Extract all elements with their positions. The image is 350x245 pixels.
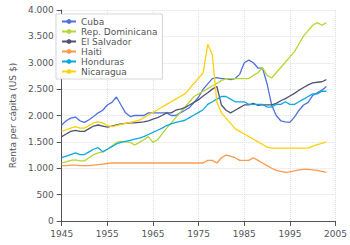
svg-text:Nicaragua: Nicaragua <box>81 67 127 77</box>
svg-text:Cuba: Cuba <box>81 17 104 27</box>
svg-text:Honduras: Honduras <box>81 57 125 67</box>
svg-text:El Salvador: El Salvador <box>81 37 132 47</box>
svg-text:1.000: 1.000 <box>28 163 54 173</box>
svg-text:Renta per cápita (US $): Renta per cápita (US $) <box>8 63 18 168</box>
svg-text:3.500: 3.500 <box>28 31 54 41</box>
svg-text:500: 500 <box>36 190 53 200</box>
svg-text:1945: 1945 <box>50 229 73 239</box>
svg-text:Rep. Dominicana: Rep. Dominicana <box>81 27 157 37</box>
svg-text:2.000: 2.000 <box>28 111 54 121</box>
svg-text:Haiti: Haiti <box>81 47 102 57</box>
svg-text:4.000: 4.000 <box>28 5 54 15</box>
svg-text:3.000: 3.000 <box>28 58 54 68</box>
svg-text:1965: 1965 <box>142 229 165 239</box>
svg-text:1995: 1995 <box>278 229 301 239</box>
svg-text:2005: 2005 <box>324 229 347 239</box>
svg-text:2.500: 2.500 <box>28 84 54 94</box>
svg-text:0: 0 <box>48 216 54 226</box>
svg-text:1.500: 1.500 <box>28 137 54 147</box>
svg-text:1975: 1975 <box>187 229 210 239</box>
svg-text:1955: 1955 <box>96 229 119 239</box>
svg-text:1985: 1985 <box>233 229 256 239</box>
